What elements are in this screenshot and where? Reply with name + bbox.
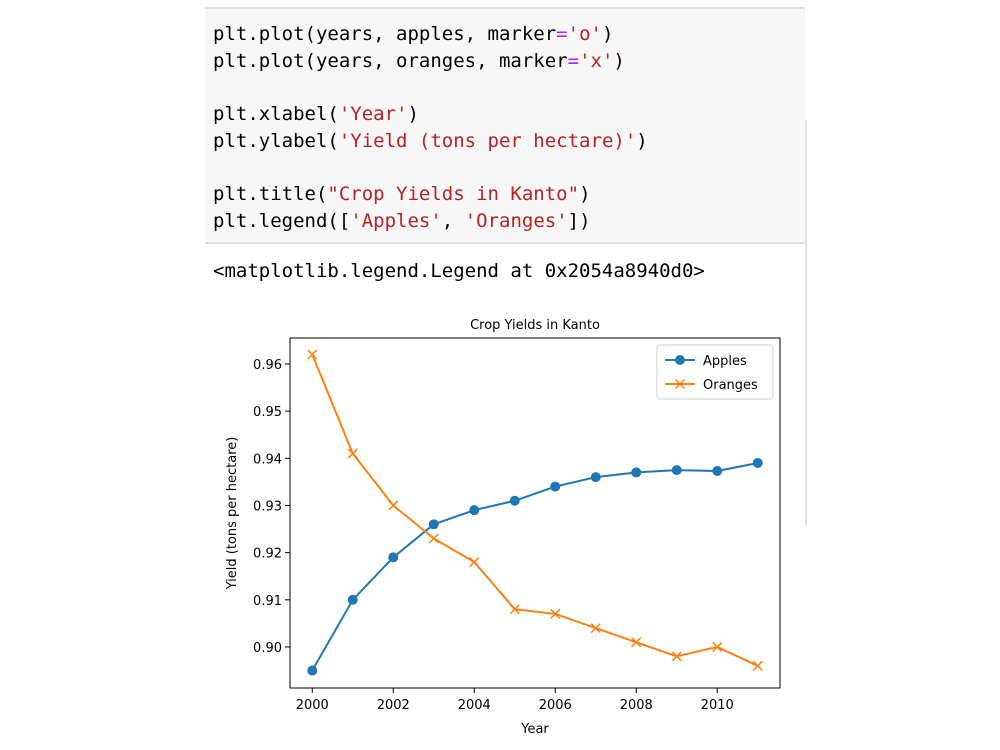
code-token: = — [556, 23, 567, 45]
series-line — [311, 462, 758, 672]
point — [712, 641, 723, 652]
code-token: ) — [602, 23, 613, 45]
point — [752, 660, 763, 671]
point — [590, 623, 601, 634]
cell-output: <matplotlib.legend.Legend at 0x2054a8940… — [213, 260, 705, 282]
series-line — [311, 354, 759, 667]
code-token: 'Apples' — [350, 210, 442, 232]
legend-label: Apples — [703, 354, 747, 369]
point — [469, 505, 480, 516]
code-token: 'Oranges' — [465, 210, 568, 232]
point — [509, 604, 520, 615]
y-axis-label: Yield (tons per hectare) — [225, 437, 240, 591]
code-token: plt.plot(years, oranges, marker — [213, 50, 568, 72]
y-tick-label: 0.92 — [253, 547, 282, 562]
y-tick-label: 0.95 — [253, 405, 282, 420]
x-axis-label: Year — [520, 722, 549, 737]
point — [631, 637, 642, 648]
x-tick-label: 2004 — [458, 698, 491, 713]
point — [550, 481, 561, 492]
point — [671, 465, 682, 476]
y-tick-label: 0.96 — [253, 358, 282, 373]
y-tick-label: 0.93 — [253, 499, 282, 514]
chart-title: Crop Yields in Kanto — [470, 318, 600, 333]
code-line: plt.xlabel('Year') — [213, 103, 419, 125]
point — [671, 651, 682, 662]
code-token: ]) — [568, 210, 591, 232]
point — [388, 552, 399, 563]
code-token: ) — [636, 130, 647, 152]
point — [347, 594, 358, 605]
code-line: plt.plot(years, apples, marker='o') — [213, 23, 613, 45]
code-line: plt.title("Crop Yields in Kanto") — [213, 183, 591, 205]
point — [469, 557, 480, 568]
code-cell — [205, 8, 805, 244]
code-line: plt.legend(['Apples', 'Oranges']) — [213, 210, 591, 232]
code-line: plt.plot(years, oranges, marker='x') — [213, 50, 625, 72]
code-token: = — [568, 50, 579, 72]
code-token: plt.xlabel( — [213, 103, 339, 125]
point — [631, 467, 642, 478]
point — [509, 495, 520, 506]
legend-marker — [675, 355, 685, 365]
point — [428, 519, 439, 530]
code-token: 'Year' — [339, 103, 408, 125]
point — [307, 665, 318, 676]
legend-box — [656, 344, 774, 400]
axes-frame — [289, 337, 781, 689]
y-tick-label: 0.94 — [253, 452, 282, 467]
point — [388, 500, 399, 511]
code-token: plt.legend([ — [213, 210, 350, 232]
code-token: 'o' — [568, 23, 602, 45]
x-tick-label: 2010 — [701, 698, 734, 713]
code-token: plt.plot(years, apples, marker — [213, 23, 556, 45]
point — [752, 458, 763, 468]
point — [550, 608, 561, 619]
code-token: ) — [407, 103, 418, 125]
point — [712, 466, 723, 477]
code-line: plt.ylabel('Yield (tons per hectare)') — [213, 130, 648, 152]
legend-label: Oranges — [703, 378, 758, 393]
code-token: ) — [579, 183, 590, 205]
point — [428, 533, 439, 544]
code-token: ) — [613, 50, 624, 72]
legend-marker — [674, 378, 686, 390]
x-tick-label: 2002 — [377, 698, 410, 713]
x-tick-label: 2006 — [539, 698, 572, 713]
point — [307, 349, 318, 360]
y-tick-label: 0.90 — [253, 641, 282, 656]
y-tick-label: 0.91 — [253, 594, 282, 609]
x-tick-label: 2008 — [620, 698, 653, 713]
point — [590, 472, 601, 483]
code-token: 'x' — [579, 50, 613, 72]
x-tick-label: 2000 — [296, 698, 329, 713]
code-token: plt.title( — [213, 183, 327, 205]
code-token: 'Yield (tons per hectare)' — [339, 130, 636, 152]
code-token: "Crop Yields in Kanto" — [327, 183, 579, 205]
code-token: , — [442, 210, 465, 232]
code-token: plt.ylabel( — [213, 130, 339, 152]
point — [347, 448, 358, 459]
